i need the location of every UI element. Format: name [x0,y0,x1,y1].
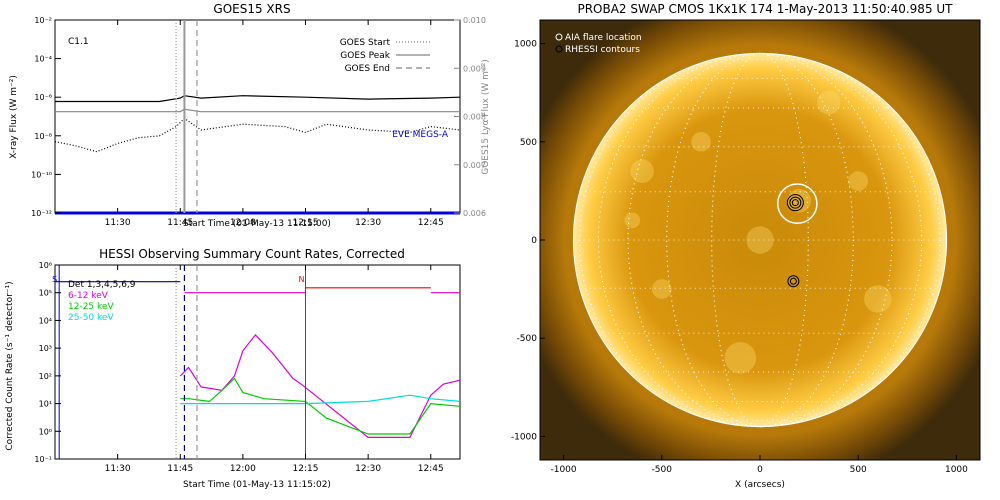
hessi-legend-label: 25-50 keV [68,313,114,323]
goes-ytick-label: 10⁻⁸ [34,132,52,141]
solar-feature [624,212,641,229]
hessi-marker-label: S [52,275,57,284]
goes-ytick-right-label: 0.007 [463,161,486,170]
goes-xtick-label: 12:45 [418,218,444,228]
swap-panel: PROBA2 SWAP CMOS 1Kx1K 174 1-May-2013 11… [511,2,981,490]
swap-ytick-label: 1000 [514,40,537,50]
hessi-marker-label: N [299,275,305,284]
goes-xtick-label: 12:00 [230,218,256,228]
solar-feature [651,279,672,299]
hessi-series-1 [179,333,461,438]
swap-xlabel: X (arcsecs) [735,480,785,490]
goes-ytick-right-label: 0.009 [463,64,486,73]
swap-ytick-label: -500 [517,334,538,344]
goes-xtick-label: 11:45 [167,218,193,228]
solar-limb [572,52,948,428]
aia-flare-circle [776,183,818,225]
goes-ytick-label: 10⁻¹⁰ [31,170,52,179]
rhessi-contour [789,277,797,285]
goes-legend-label: GOES End [345,64,390,74]
swap-legend-label: RHESSI contours [565,45,640,55]
hessi-xtick-label: 11:30 [105,464,131,474]
goes-ytick-right-label: 0.006 [463,209,486,218]
swap-xtick-label: 500 [850,465,867,475]
hessi-legend-label: Det 1,3,4,5,6,9 [68,280,136,290]
goes-series-0 [55,95,461,103]
hessi-ytick-label: 10⁶ [39,261,52,270]
goes-ytick-label: 10⁻⁴ [34,55,52,64]
hessi-ytick-label: 10¹ [39,400,52,409]
swap-xtick-label: 1000 [945,465,968,475]
swap-ytick-label: -1000 [511,432,537,442]
hessi-legend-label: 6-12 keV [68,291,109,301]
hessi-panel: HESSI Observing Summary Count Rates, Cor… [5,247,461,490]
solar-feature [724,342,757,374]
goes-xtick-label: 12:15 [293,218,319,228]
longitude-grid [597,52,923,428]
goes-xrs-panel: GOES15 XRS 11:30 11:45 12:00 12:15 12:30 12:4… [9,2,491,229]
solar-feature [746,226,774,254]
hessi-xtick-label: 11:45 [167,464,193,474]
solar-feature [691,131,711,152]
goes-ytick-label: 10⁻⁶ [34,93,52,102]
hessi-ytick-label: 10² [39,372,52,381]
hessi-ytick-label: 10⁻¹ [34,455,52,464]
hessi-ylabel: Corrected Count Rate (s⁻¹ detector⁻¹) [5,281,15,450]
goes-legend-label: GOES Start [340,38,391,48]
hessi-legend-label: 12-25 keV [68,302,114,312]
goes-ylabel-right: GOES15 Lyα Flux (W m⁻²) [481,59,491,175]
rhessi-contour [791,199,799,207]
goes-series-1 [54,117,461,153]
goes-ytick-right-label: 0.008 [463,113,486,122]
swap-ytick-label: 0 [531,236,537,246]
solar-feature [630,159,654,184]
rhessi-contour [789,196,802,209]
longitude-grid [579,52,941,428]
goes-title: GOES15 XRS [213,2,290,16]
swap-xtick-label: 0 [757,465,763,475]
solar-feature [816,90,841,115]
hessi-xlabel: Start Time (01-May-13 11:15:02) [183,480,331,490]
goes-xlabel: Start Time (01-May-13 11:15:00) [183,219,331,229]
goes-ytick-label: 10⁻¹² [31,209,52,218]
hessi-xtick-label: 12:00 [230,464,256,474]
hessi-title: HESSI Observing Summary Count Rates, Cor… [99,247,405,261]
eve-megs-label: EVE MEGS-A [392,130,449,140]
solar-feature [848,171,869,191]
hessi-series-3 [180,394,461,405]
hessi-xtick-label: 12:30 [355,464,381,474]
hessi-series-2 [180,377,461,435]
goes-ylabel: X-ray Flux (W m⁻²) [9,75,19,159]
goes-ytick-label: 10⁻² [34,16,52,25]
swap-ytick-label: 500 [520,138,537,148]
goes-xtick-label: 12:30 [355,218,381,228]
swap-legend-label: AIA flare location [565,33,642,43]
rhessi-contour [786,194,804,212]
hessi-ytick-label: 10⁴ [39,316,52,325]
swap-xtick-label: -1000 [550,465,576,475]
hessi-ytick-label: 10⁵ [39,289,52,298]
swap-title: PROBA2 SWAP CMOS 1Kx1K 174 1-May-2013 11… [577,2,953,16]
goes-annotation: C1.1 [68,37,89,47]
hessi-plot-frame [54,264,461,460]
swap-xtick-label: -500 [652,465,673,475]
hessi-xtick-label: 12:15 [293,464,319,474]
goes-legend-label: GOES Peak [340,51,390,61]
goes-xtick-label: 11:30 [105,218,131,228]
swap-legend-symbol [555,45,563,53]
solar-feature [864,285,892,313]
goes-ytick-right-label: 0.010 [463,16,486,25]
hessi-xtick-label: 12:45 [418,464,444,474]
rhessi-contour [787,275,800,288]
swap-legend-symbol [555,33,563,41]
hessi-ytick-label: 10³ [39,344,52,353]
solar-disk [573,53,947,427]
hessi-ytick-label: 10⁰ [39,427,52,436]
